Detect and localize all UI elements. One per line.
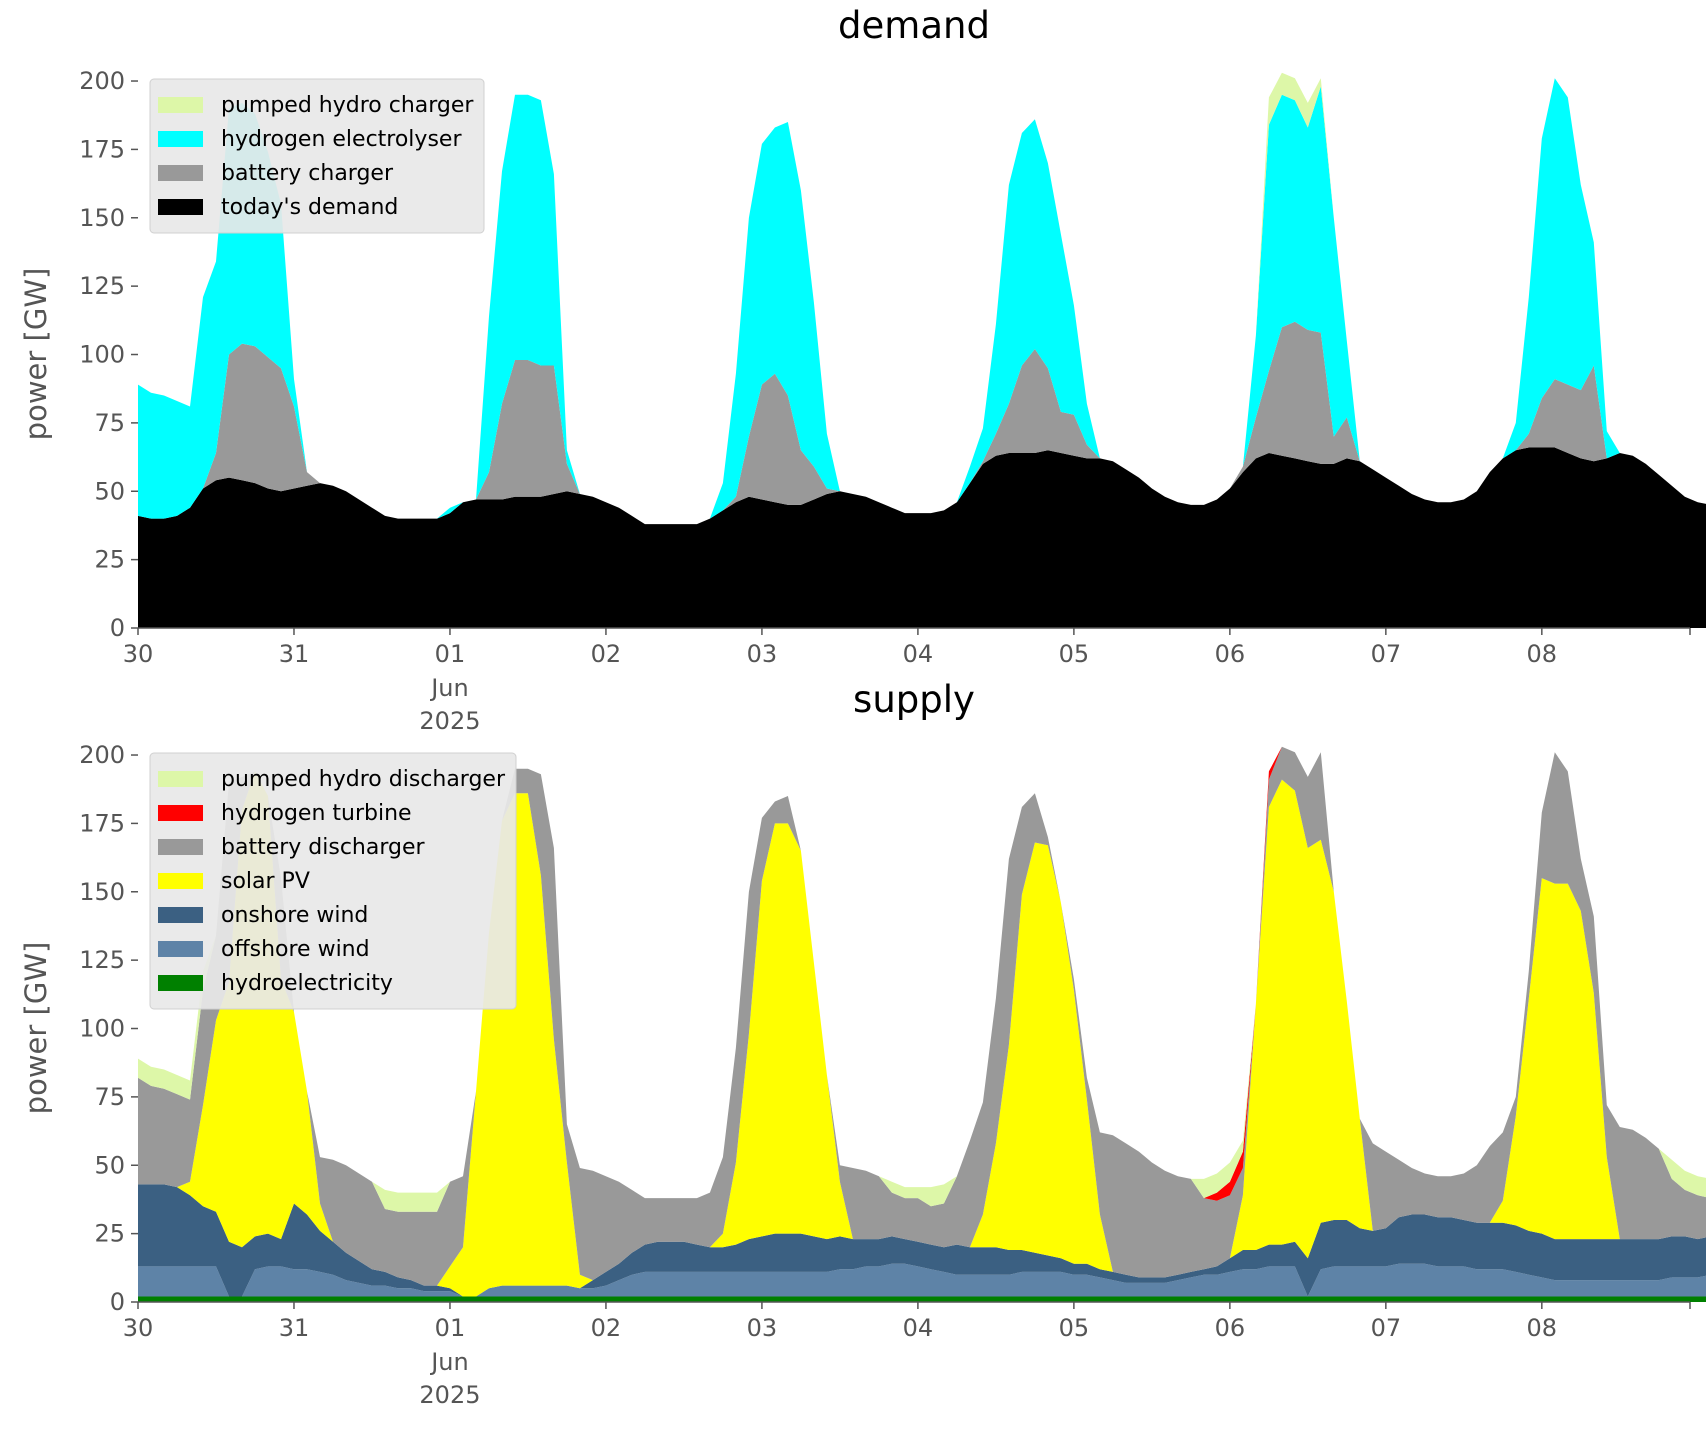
x-tick-label: 30 (123, 640, 154, 668)
legend-swatch (158, 839, 203, 855)
y-tick-label: 75 (94, 1083, 125, 1111)
x-tick-label: 03 (747, 1314, 778, 1342)
legend-swatch (158, 199, 203, 215)
x-tick-label: 05 (1059, 640, 1090, 668)
legend: pumped hydro discharger hydrogen turbine b… (149, 752, 517, 1010)
legend-entry: pumped hydro charger (221, 93, 474, 118)
demand-panel: demand 0 25 50 75 100 125 150 175 200 power [GW] 30… (19, 4, 1706, 735)
y-axis-label: power [GW] (19, 268, 53, 441)
legend-entry: offshore wind (221, 937, 370, 962)
x-tick-label: 08 (1527, 1314, 1558, 1342)
area-onshore-wind (138, 1184, 1706, 1297)
legend-swatch (158, 97, 203, 113)
legend: pumped hydro charger hydrogen electrolyse… (149, 78, 485, 234)
x-tick-label: 06 (1215, 640, 1246, 668)
chart-title: demand (838, 4, 990, 47)
x-tick-year: 2025 (419, 707, 480, 735)
x-tick-label: 05 (1059, 1314, 1090, 1342)
chart-title: supply (853, 678, 975, 721)
legend-swatch (158, 907, 203, 923)
y-tick-label: 100 (79, 1015, 125, 1043)
legend-entry: today's demand (221, 195, 398, 220)
x-tick-label: 02 (591, 640, 622, 668)
y-tick-label: 75 (94, 409, 125, 437)
y-tick-label: 125 (79, 946, 125, 974)
legend-entry: pumped hydro discharger (221, 767, 506, 792)
area-solar-pv (138, 771, 1706, 1297)
areas (138, 746, 1706, 1302)
legend-entry: onshore wind (221, 903, 368, 928)
legend-swatch (158, 165, 203, 181)
legend-box (149, 78, 485, 234)
area-hydroelectricity (138, 1296, 1706, 1302)
area-battery-discharger (138, 746, 1706, 1286)
x-tick-label: 08 (1527, 640, 1558, 668)
area-offshore-wind (138, 1263, 1706, 1297)
legend-swatch (158, 771, 203, 787)
x-tick-label: 01 (435, 1314, 466, 1342)
y-axis-label: power [GW] (19, 942, 53, 1115)
legend-swatch (158, 805, 203, 821)
x-tick-label: 06 (1215, 1314, 1246, 1342)
legend-entry: hydrogen electrolyser (221, 127, 462, 152)
x-tick-label: 07 (1371, 640, 1402, 668)
area-battery-charger (138, 321, 1706, 525)
area-hydrogen-electrolyser (138, 78, 1706, 525)
y-tick-label: 150 (79, 878, 125, 906)
y-tick-label: 100 (79, 341, 125, 369)
legend-swatch (158, 131, 203, 147)
legend-swatch (158, 975, 203, 991)
x-tick-label: 31 (279, 640, 310, 668)
y-tick-label: 50 (94, 477, 125, 505)
areas (138, 72, 1706, 628)
x-tick-label: 03 (747, 640, 778, 668)
x-tick-month: Jun (429, 1348, 469, 1376)
y-tick-label: 200 (79, 741, 125, 769)
supply-panel: supply 0 25 50 75 100 125 150 175 200 power [GW] 30… (19, 678, 1706, 1409)
area-today-s-demand (138, 447, 1706, 628)
y-tick-label: 50 (94, 1151, 125, 1179)
legend-swatch (158, 941, 203, 957)
y-tick-label: 0 (110, 1288, 125, 1316)
legend-entry: solar PV (221, 869, 310, 894)
x-tick-label: 30 (123, 1314, 154, 1342)
y-tick-label: 175 (79, 809, 125, 837)
x-tick-year: 2025 (419, 1381, 480, 1409)
legend-box (149, 752, 517, 1010)
y-tick-label: 0 (110, 614, 125, 642)
x-tick-label: 07 (1371, 1314, 1402, 1342)
y-tick-label: 175 (79, 135, 125, 163)
legend-entry: battery charger (221, 161, 394, 186)
x-tick-label: 04 (903, 640, 934, 668)
legend-entry: hydrogen turbine (221, 801, 412, 826)
y-tick-label: 125 (79, 272, 125, 300)
x-tick-label: 01 (435, 640, 466, 668)
x-tick-label: 04 (903, 1314, 934, 1342)
x-tick-label: 02 (591, 1314, 622, 1342)
legend-swatch (158, 873, 203, 889)
legend-entry: hydroelectricity (221, 971, 393, 996)
legend-entry: battery discharger (221, 835, 426, 860)
y-tick-label: 200 (79, 67, 125, 95)
y-tick-label: 25 (94, 1220, 125, 1248)
x-tick-label: 31 (279, 1314, 310, 1342)
y-tick-label: 150 (79, 204, 125, 232)
axes: 0 25 50 75 100 125 150 175 200 power [GW] 30 31 01 Ju… (19, 67, 1691, 735)
y-tick-label: 25 (94, 546, 125, 574)
axes: 0 25 50 75 100 125 150 175 200 power [GW] 30 31 01 Ju… (19, 741, 1691, 1409)
x-tick-month: Jun (429, 674, 469, 702)
